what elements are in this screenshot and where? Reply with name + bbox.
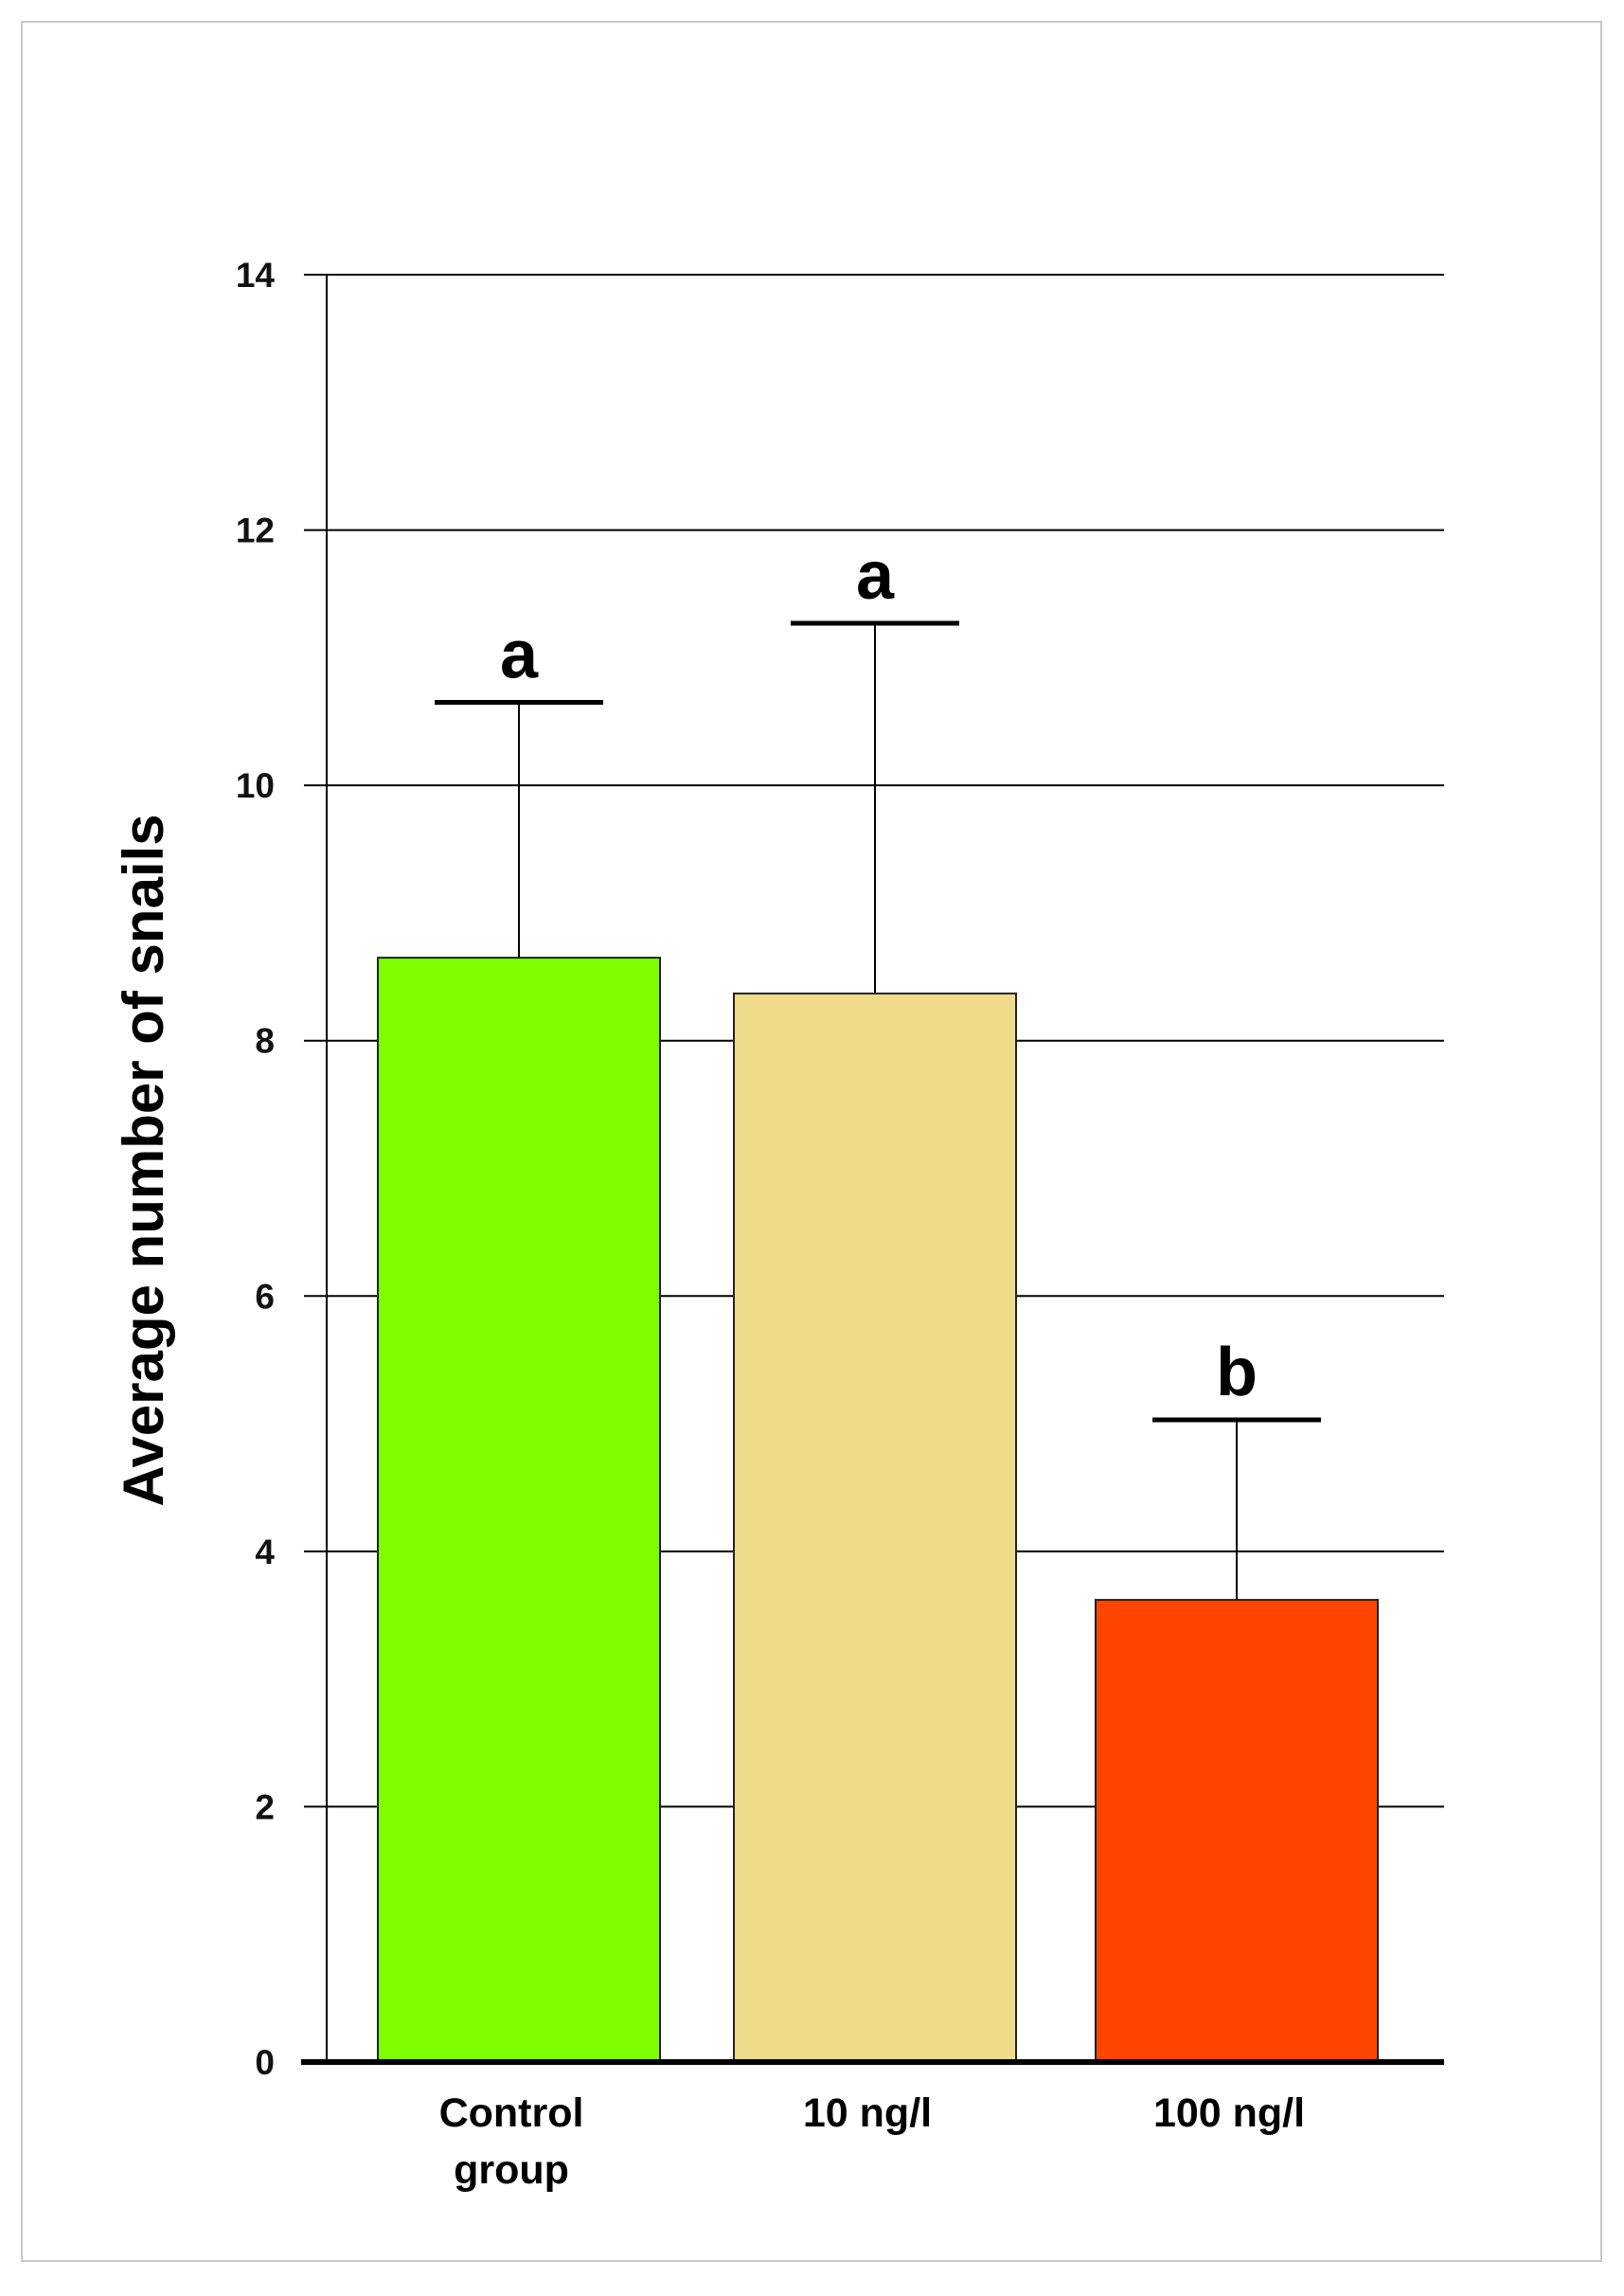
bar-2 — [1095, 1599, 1379, 2063]
bars — [377, 957, 1379, 2064]
x-category-label: 10 ng/l — [803, 2090, 932, 2136]
x-category-label: 100 ng/l — [1153, 2090, 1305, 2136]
bar-0 — [377, 957, 661, 2064]
error-bars — [435, 620, 1321, 1601]
y-tick-label: 0 — [255, 2043, 275, 2082]
y-tick-label: 14 — [236, 256, 276, 295]
x-category-label: Control — [439, 2090, 584, 2136]
y-axis-title: Average number of snails — [112, 814, 175, 1506]
significance-letter: b — [1216, 1335, 1258, 1410]
axes — [301, 274, 1444, 2065]
x-category-label: group — [454, 2147, 569, 2193]
y-tick-label: 10 — [236, 766, 275, 805]
y-tick-label: 8 — [255, 1022, 275, 1061]
y-tick-label: 4 — [255, 1533, 275, 1571]
bar-1 — [733, 992, 1017, 2063]
y-tick-label: 2 — [255, 1787, 275, 1826]
labels: 0 2 4 6 8 10 12 14 a Control group a 10 ng/l b 100 ng/… — [112, 256, 1305, 2193]
significance-letter: a — [500, 618, 539, 693]
y-tick-label: 6 — [255, 1277, 275, 1316]
y-tick-label: 12 — [236, 511, 275, 550]
significance-letter: a — [856, 538, 895, 614]
